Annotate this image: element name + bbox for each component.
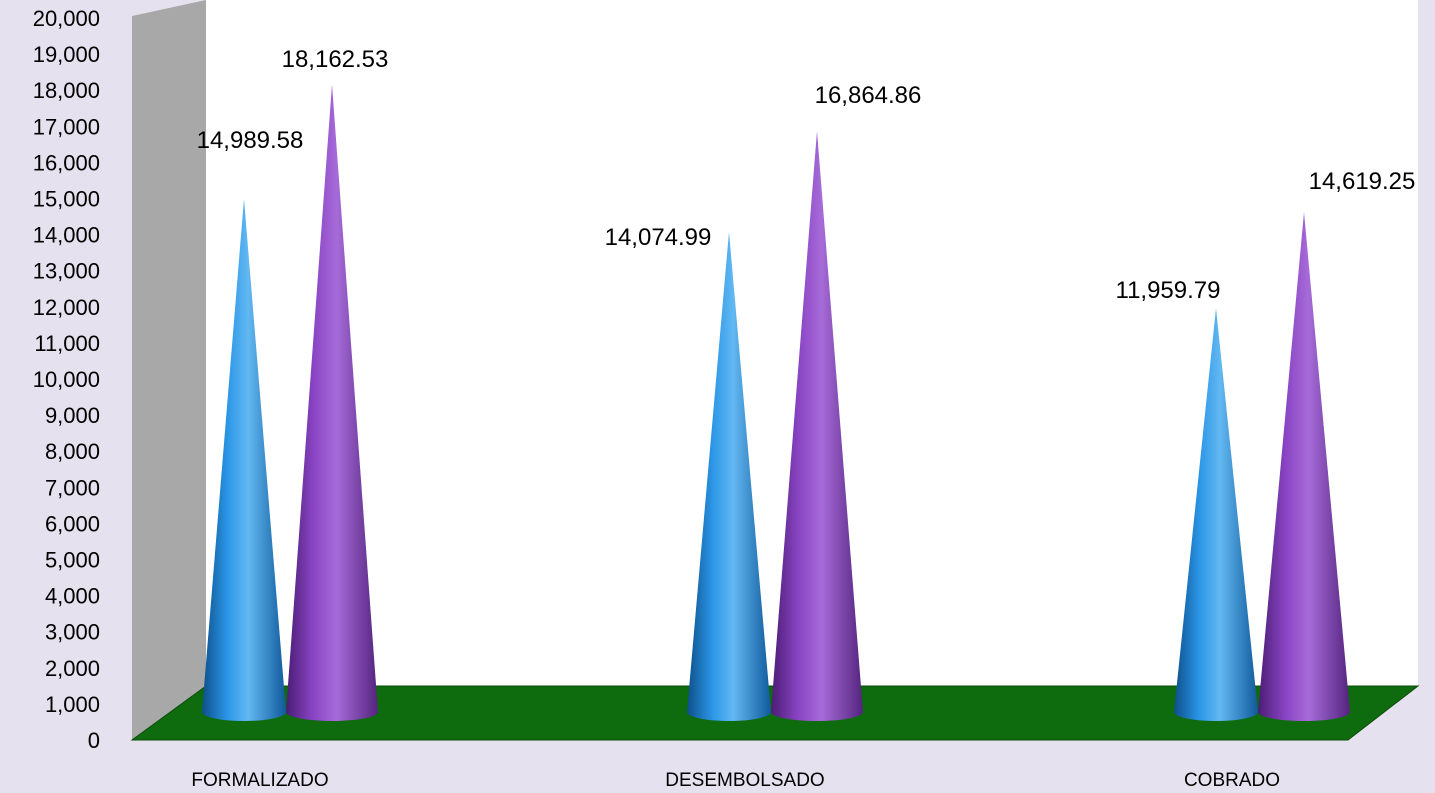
side-wall <box>132 0 206 740</box>
y-tick-label: 12,000 <box>33 295 100 320</box>
x-axis: FORMALIZADO DESEMBOLSADO COBRADO <box>191 770 1280 791</box>
data-label: 16,864.86 <box>815 82 922 109</box>
cone-blue <box>687 231 771 721</box>
y-tick-label: 5,000 <box>45 548 100 573</box>
y-tick-label: 7,000 <box>45 475 100 500</box>
y-tick-label: 4,000 <box>45 584 100 609</box>
y-tick-label: 20,000 <box>33 6 100 31</box>
y-tick-label: 19,000 <box>33 42 100 67</box>
y-tick-label: 2,000 <box>45 656 100 681</box>
x-category-label: FORMALIZADO <box>191 770 328 791</box>
data-labels: 14,989.58 18,162.53 14,074.99 16,864.86 11,9… <box>197 46 1416 304</box>
y-tick-label: 3,000 <box>45 620 100 645</box>
y-tick-label: 10,000 <box>33 367 100 392</box>
y-tick-label: 16,000 <box>33 150 100 175</box>
y-tick-label: 8,000 <box>45 439 100 464</box>
data-label: 18,162.53 <box>282 46 389 73</box>
cone-purple <box>1258 212 1350 722</box>
x-category-label: COBRADO <box>1184 770 1280 791</box>
y-tick-label: 18,000 <box>33 78 100 103</box>
y-axis: 0 1,000 2,000 3,000 4,000 5,000 6,000 7,000 8,00… <box>33 6 100 753</box>
cone-purple <box>771 131 863 721</box>
y-tick-label: 6,000 <box>45 511 100 536</box>
y-tick-label: 9,000 <box>45 403 100 428</box>
data-label: 11,959.79 <box>1116 277 1221 304</box>
y-tick-label: 1,000 <box>45 692 100 717</box>
y-tick-label: 13,000 <box>33 259 100 284</box>
data-label: 14,074.99 <box>605 224 712 251</box>
cone-blue <box>1174 308 1258 721</box>
data-label: 14,989.58 <box>197 127 304 154</box>
y-tick-label: 14,000 <box>33 223 100 248</box>
y-tick-label: 11,000 <box>34 331 100 356</box>
x-category-label: DESEMBOLSADO <box>665 770 824 791</box>
cone-purple <box>286 84 378 721</box>
data-label: 14,619.25 <box>1309 168 1416 195</box>
y-tick-label: 0 <box>88 728 100 753</box>
y-tick-label: 15,000 <box>33 187 100 212</box>
cones <box>202 84 1350 722</box>
y-tick-label: 17,000 <box>33 114 100 139</box>
cone-blue <box>202 198 286 721</box>
